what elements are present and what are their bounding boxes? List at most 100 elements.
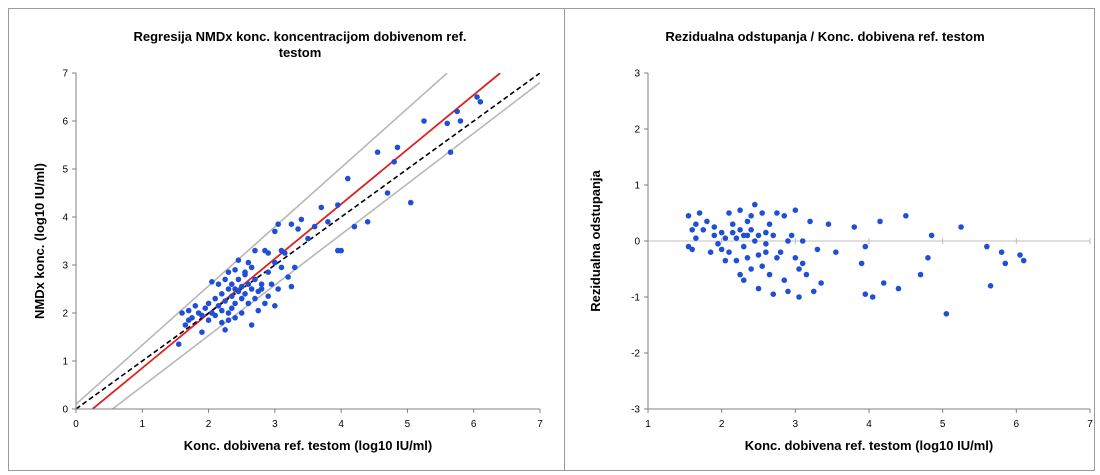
y-tick-label: 7 [62,69,68,80]
data-point [958,224,964,230]
data-point [928,232,935,239]
data-point [205,300,212,307]
data-point [384,190,391,196]
data-point [755,232,762,239]
data-point [474,94,480,100]
y-tick-label: 0 [62,405,68,416]
data-point [212,312,218,319]
data-point [722,235,729,241]
data-point [252,295,258,302]
data-point [766,271,773,278]
data-point [351,223,358,230]
data-point [232,300,238,307]
data-point [689,227,695,233]
data-point [707,249,714,255]
y-tick-label: 6 [62,117,68,128]
upper-bound-line [76,73,448,405]
data-point [225,310,232,316]
data-point [225,269,232,276]
data-point [285,274,291,280]
data-point [205,317,212,324]
data-point [781,213,788,219]
data-point [338,247,344,254]
data-point [325,219,331,225]
data-point [242,271,248,278]
data-point [748,213,754,219]
data-point [225,317,232,324]
data-point [189,315,195,321]
chart-title-line: Regresija NMDx konc. koncentracijom dobi… [133,29,466,44]
data-point [763,229,769,236]
data-point [278,264,285,271]
data-point [693,221,699,227]
data-point [917,271,924,278]
data-point [718,246,725,253]
data-point [228,305,235,312]
lower-bound-line [111,81,540,409]
data-points [175,94,484,348]
data-point [192,303,199,309]
y-tick-label: 1 [62,357,68,368]
data-point [737,227,743,233]
y-tick-label: 2 [634,125,640,136]
data-point [248,286,255,292]
data-point [748,227,754,233]
data-point [700,227,707,233]
data-point [235,276,242,283]
data-point [272,259,278,266]
chart-2: Rezidualna odstupanja / Konc. dobivena r… [588,29,1093,453]
data-point [245,259,252,266]
data-point [726,210,732,216]
data-point [335,202,341,208]
y-tick-label: 0 [634,237,640,248]
data-point [391,159,397,165]
y-tick-label: -2 [631,349,640,360]
data-point [288,283,295,290]
chart-title-line: Rezidualna odstupanja / Konc. dobivena r… [665,29,984,44]
data-point [814,246,821,253]
data-point [869,294,876,300]
y-tick-label: -1 [631,293,640,304]
panel-divider [564,8,565,471]
data-point [792,254,799,261]
data-point [984,243,990,250]
data-point [796,294,802,300]
data-point [722,257,729,264]
data-point [295,226,301,232]
data-point [199,312,205,319]
chart-1: Regresija NMDx konc. koncentracijom dobi… [32,29,543,453]
x-tick-label: 6 [1014,419,1020,430]
data-point [447,149,454,155]
data-point [238,310,245,316]
data-point [777,249,784,255]
regression-line [91,73,501,409]
data-point [477,99,484,105]
y-axis-label: NMDx konc. (log10 IU/ml) [32,163,47,319]
data-point [219,307,225,314]
data-point [232,267,238,273]
data-point [862,291,869,298]
data-point [454,108,460,115]
data-point [880,280,887,286]
data-point [265,269,272,276]
x-tick-label: 7 [537,419,543,430]
data-point [374,149,381,155]
data-point [759,263,765,270]
data-point [755,252,762,258]
data-point [268,281,275,288]
data-point [232,315,238,321]
data-point [740,277,747,284]
x-tick-label: 1 [645,419,651,430]
data-point [421,118,427,124]
data-point [272,228,278,235]
data-point [766,221,773,227]
data-point [179,310,185,316]
data-point [781,277,788,284]
data-point [943,311,950,317]
x-tick-label: 2 [206,419,212,430]
x-tick-label: 5 [940,419,946,430]
data-point [987,283,994,289]
data-point [770,232,777,239]
data-point [275,221,281,227]
data-point [228,281,235,288]
